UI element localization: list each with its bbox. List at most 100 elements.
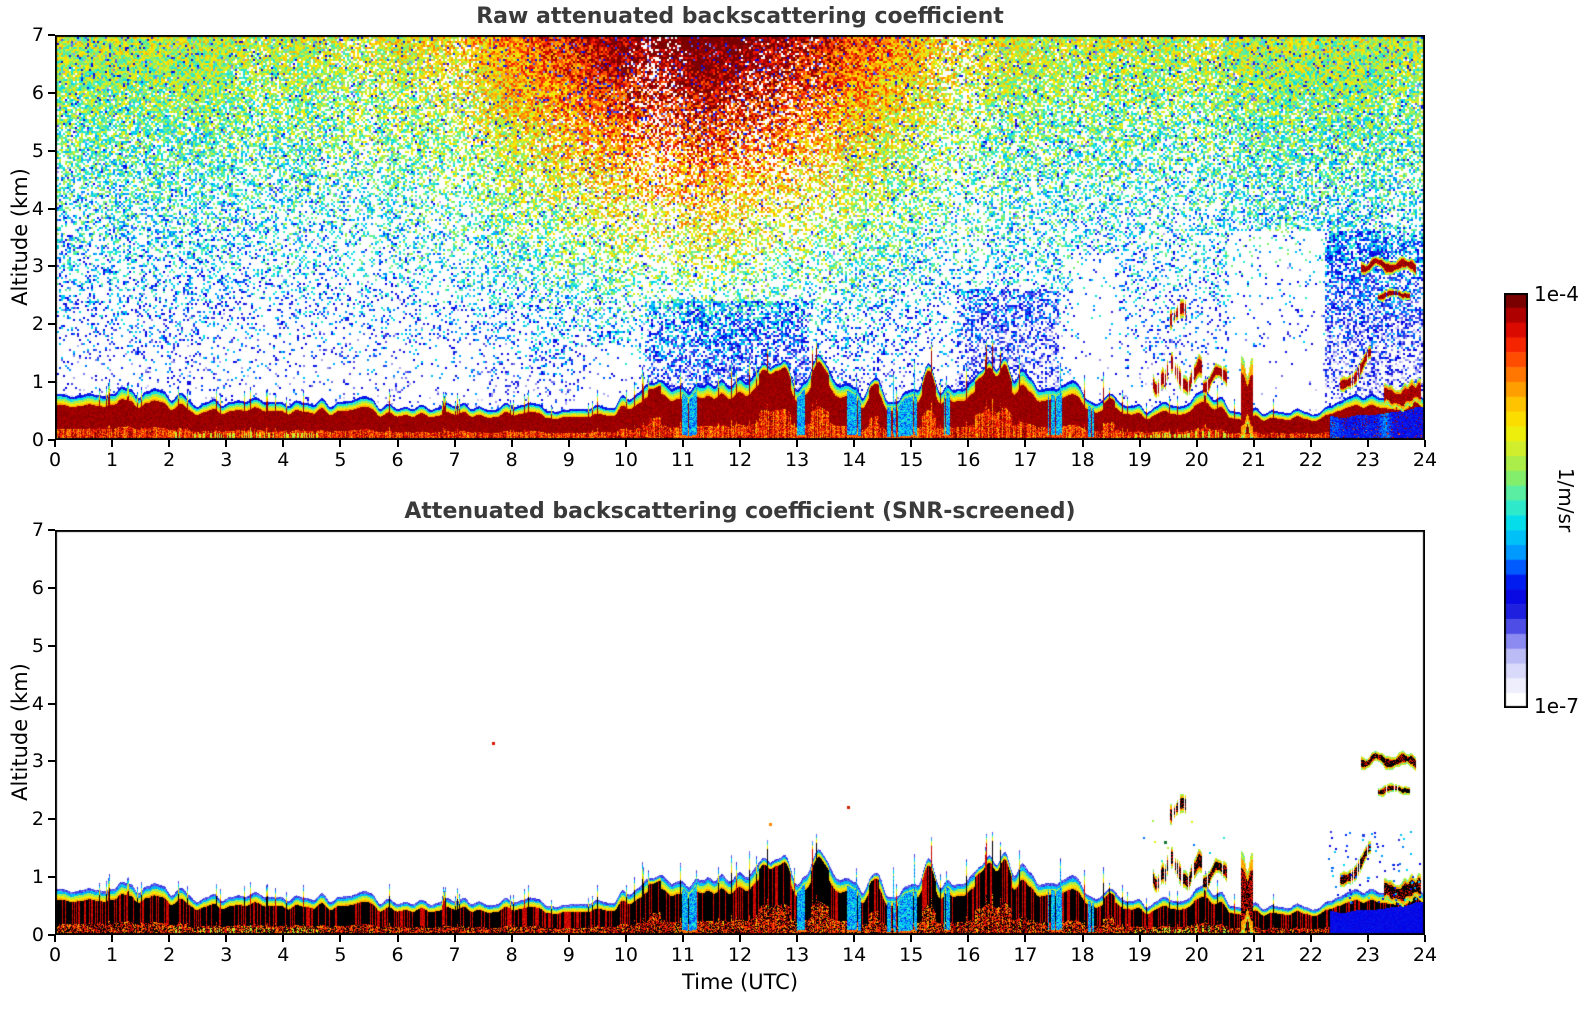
x-tick-label: 8 [505,449,518,471]
title-raw: Raw attenuated backscattering coefficien… [476,4,1004,29]
y-tick-mark [48,702,55,705]
x-tick-label: 20 [1184,449,1209,471]
y-tick-label: 6 [31,576,44,599]
x-tick-mark [853,935,856,942]
x-tick-mark [453,935,456,942]
x-tick-mark [510,440,513,447]
y-tick-label: 0 [31,924,44,946]
x-tick-label: 11 [670,944,695,966]
y-tick-mark [48,34,55,36]
y-axis-label-raw: Altitude (km) [8,168,32,306]
x-tick-mark [339,935,342,942]
x-tick-mark [624,935,627,942]
x-tick-mark [225,935,228,942]
x-tick-mark [910,935,913,942]
y-tick-label: 1 [31,371,44,394]
heatmap-screened-canvas [55,530,1425,935]
y-tick-mark [48,149,55,152]
title-screened: Attenuated backscattering coefficient (S… [404,499,1076,524]
y-tick-label: 7 [31,519,44,541]
x-tick-label: 15 [899,449,924,471]
y-tick-label: 2 [31,808,44,831]
x-tick-mark [54,935,56,942]
colorbar-unit-label: 1/m/sr [1554,467,1578,533]
x-tick-mark [681,935,684,942]
x-tick-mark [111,440,114,447]
x-tick-label: 12 [727,944,753,966]
x-tick-mark [396,935,399,942]
x-tick-mark [168,440,171,447]
x-tick-label: 13 [784,449,810,471]
x-tick-mark [282,935,285,942]
x-tick-mark [967,935,970,942]
y-tick-label: 4 [31,692,44,715]
y-tick-mark [48,934,55,936]
x-tick-label: 22 [1298,449,1323,471]
x-tick-mark [225,440,228,447]
y-tick-mark [48,323,55,326]
x-tick-label: 17 [1013,944,1038,966]
x-tick-mark [796,440,799,447]
y-tick-mark [48,91,55,94]
x-tick-label: 10 [613,944,638,966]
x-tick-label: 12 [727,449,753,471]
x-tick-mark [567,440,570,447]
x-tick-mark [1081,935,1084,942]
x-tick-label: 14 [842,944,867,966]
x-tick-mark [624,440,627,447]
x-tick-mark [396,440,399,447]
x-tick-mark [1424,935,1426,942]
x-tick-mark [1252,440,1255,447]
x-tick-label: 4 [277,449,290,471]
x-tick-mark [739,935,741,942]
x-tick-mark [1024,440,1027,447]
x-tick-mark [1424,440,1426,447]
x-tick-label: 18 [1070,944,1095,966]
y-tick-label: 6 [31,81,44,104]
x-tick-mark [1366,935,1369,942]
x-tick-mark [453,440,456,447]
y-tick-label: 7 [31,24,44,46]
x-tick-label: 23 [1355,449,1380,471]
x-tick-label: 2 [163,944,176,966]
y-tick-mark [48,529,55,531]
x-tick-label: 20 [1184,944,1209,966]
y-tick-label: 0 [31,429,44,451]
y-tick-mark [48,644,55,647]
x-tick-mark [168,935,171,942]
x-tick-label: 21 [1241,944,1266,966]
x-tick-label: 21 [1241,449,1266,471]
x-tick-mark [1138,440,1141,447]
y-tick-label: 3 [31,255,44,278]
heatmap-raw-canvas [55,35,1425,440]
x-tick-label: 18 [1070,449,1095,471]
x-tick-label: 24 [1412,449,1438,471]
y-axis-label-screened: Altitude (km) [8,663,32,801]
x-tick-mark [1024,935,1027,942]
x-tick-label: 15 [899,944,924,966]
x-tick-label: 5 [334,449,347,471]
x-tick-label: 4 [277,944,290,966]
x-tick-mark [1138,935,1141,942]
x-tick-label: 2 [163,449,176,471]
x-tick-label: 9 [562,944,575,966]
x-tick-mark [339,440,342,447]
x-tick-label: 19 [1127,944,1152,966]
x-tick-mark [853,440,856,447]
y-tick-mark [48,207,55,210]
y-tick-label: 4 [31,197,44,220]
x-tick-mark [510,935,513,942]
x-tick-label: 3 [220,944,233,966]
x-tick-label: 16 [956,944,981,966]
x-tick-mark [54,440,56,447]
x-tick-label: 16 [956,449,981,471]
y-tick-label: 2 [31,313,44,336]
x-tick-label: 7 [448,944,461,966]
x-tick-label: 24 [1412,944,1438,966]
colorbar-min-label: 1e-7 [1534,694,1579,718]
x-tick-label: 10 [613,449,638,471]
x-tick-label: 0 [48,944,62,966]
x-tick-mark [967,440,970,447]
x-tick-label: 3 [220,449,233,471]
